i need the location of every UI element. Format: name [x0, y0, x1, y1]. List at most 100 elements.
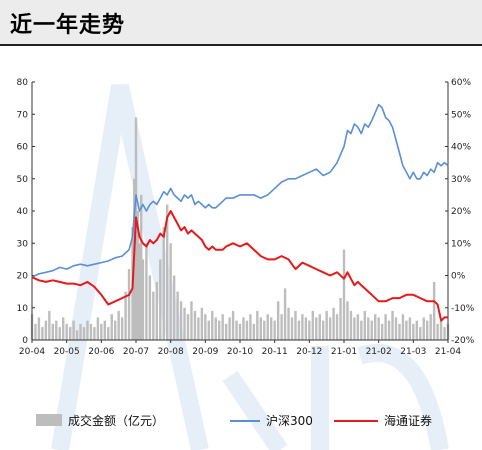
x-tick-label: 20-04 — [19, 347, 45, 357]
volume-bar — [48, 310, 51, 340]
volume-bar — [172, 275, 176, 340]
volume-bar — [405, 320, 408, 340]
x-tick-label: 20-12 — [296, 347, 322, 357]
volume-bar — [315, 317, 318, 340]
volume-bar — [207, 320, 210, 340]
volume-bar — [65, 323, 68, 340]
volume-bar — [231, 310, 235, 340]
section-header: 近一年走势 — [0, 0, 482, 46]
volume-bar — [380, 323, 384, 340]
hs300-line — [31, 103, 449, 278]
volume-bar — [325, 310, 328, 340]
volume-bar — [276, 301, 280, 340]
volume-bar — [363, 310, 366, 340]
series-lines — [31, 103, 449, 322]
x-tick-label: 20-11 — [262, 347, 288, 357]
volume-bar — [432, 281, 436, 340]
volume-bar — [62, 317, 65, 340]
volume-bar — [377, 317, 380, 340]
volume-bar — [401, 314, 405, 340]
volume-bar — [41, 327, 44, 340]
volume-bar — [387, 320, 391, 340]
volume-bar — [218, 320, 221, 340]
volume-bar — [415, 320, 418, 340]
volume-bar — [148, 275, 152, 340]
volume-bar — [221, 314, 224, 340]
volume-bar — [107, 327, 110, 340]
volume-bar — [162, 227, 165, 340]
volume-bar — [228, 317, 231, 340]
right-tick-label: 30% — [451, 175, 471, 185]
volume-bar — [263, 320, 266, 340]
volume-bar — [34, 323, 37, 340]
left-tick-label: 30 — [17, 239, 29, 249]
volume-bar — [335, 314, 339, 340]
x-tick-label: 21-04 — [435, 347, 461, 357]
volume-bar — [37, 317, 41, 340]
volume-bar — [370, 320, 373, 340]
volume-bar — [224, 323, 228, 340]
volume-bar — [211, 310, 214, 340]
volume-bar — [190, 301, 193, 340]
watermark-logo — [51, 84, 449, 450]
haitong-line — [31, 210, 448, 322]
volume-bar — [138, 243, 141, 340]
volume-bar — [349, 310, 353, 340]
volume-bar — [145, 243, 148, 340]
legend-label-volume: 成交金额（亿元） — [68, 413, 164, 428]
x-tick-label: 20-09 — [192, 347, 218, 357]
volume-bar — [183, 307, 186, 340]
volume-bar — [294, 310, 297, 340]
chart-axes: 0 10 20 30 40 50 60 70 80 -20% -10% 0% 10% 20% 30% 40% 5… — [17, 78, 475, 357]
x-tick-label: 20-08 — [158, 347, 184, 357]
volume-bar — [79, 323, 82, 340]
legend-label-haitong: 海通证券 — [384, 413, 432, 428]
volume-bar — [166, 204, 169, 340]
volume-bar — [419, 327, 422, 340]
right-tick-label: 20% — [451, 207, 471, 217]
volume-bar — [360, 320, 363, 340]
left-tick-label: 70 — [17, 110, 29, 120]
x-tick-label: 21-01 — [331, 347, 357, 357]
volume-bar — [339, 298, 342, 340]
volume-bar — [86, 320, 89, 340]
volume-bar — [179, 301, 183, 340]
volume-bar — [384, 314, 387, 340]
volume-bar — [214, 317, 217, 340]
volume-bar — [155, 281, 158, 340]
volume-bar — [96, 317, 100, 340]
volume-bar — [72, 320, 75, 340]
volume-bar — [204, 314, 207, 340]
volume-bar — [356, 314, 360, 340]
volume-bar — [287, 307, 290, 340]
volume-bar — [75, 330, 79, 340]
volume-bar — [353, 317, 356, 340]
volume-bar — [308, 320, 311, 340]
volume-bar — [100, 323, 103, 340]
left-tick-label: 40 — [17, 207, 29, 217]
watermark-stroke — [51, 84, 209, 450]
legend-label-hs300: 沪深300 — [266, 414, 313, 428]
volume-bar — [242, 317, 245, 340]
volume-bar — [197, 317, 200, 340]
left-tick-label: 20 — [17, 272, 29, 282]
legend-swatch-volume — [36, 414, 62, 426]
x-tick-label: 21-02 — [366, 347, 392, 357]
volume-bar — [322, 320, 325, 340]
x-tick-label: 20-06 — [88, 347, 114, 357]
right-tick-label: -10% — [451, 304, 475, 314]
x-tick-label: 20-10 — [227, 347, 253, 357]
volume-bar — [51, 323, 54, 340]
volume-bar — [176, 291, 179, 340]
volume-bar — [311, 310, 314, 340]
volume-bar — [110, 314, 113, 340]
volume-bar — [235, 320, 238, 340]
volume-bar — [332, 307, 335, 340]
right-tick-label: 60% — [451, 78, 471, 88]
volume-bar — [290, 317, 294, 340]
volume-bar — [127, 269, 131, 340]
volume-bar — [367, 317, 370, 340]
volume-bar — [249, 314, 252, 340]
chart: 0 10 20 30 40 50 60 70 80 -20% -10% 0% 10% 20% 30% 40% 5… — [17, 78, 475, 450]
volume-bar — [408, 317, 412, 340]
